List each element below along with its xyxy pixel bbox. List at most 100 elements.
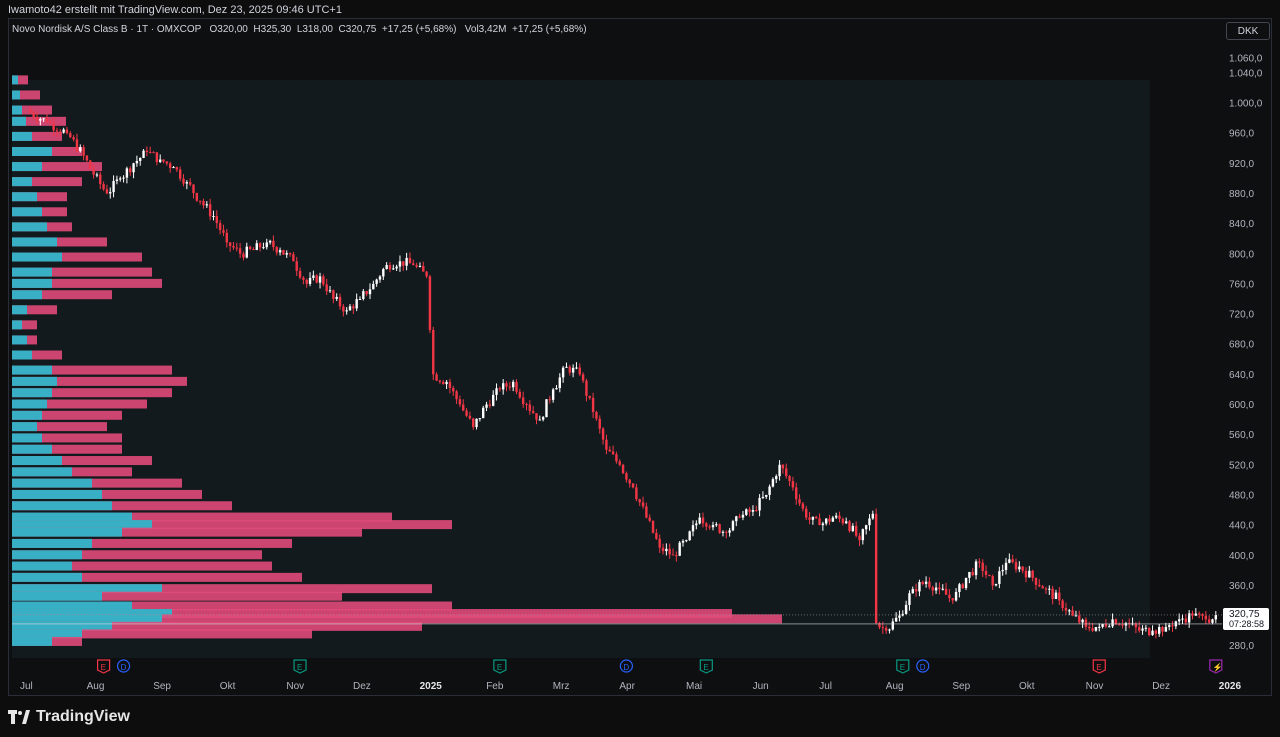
candle-body bbox=[501, 383, 505, 390]
candle-body bbox=[485, 404, 488, 408]
profile-bar-up bbox=[12, 376, 57, 386]
candle-body bbox=[435, 374, 438, 381]
candle-body bbox=[395, 266, 398, 269]
profile-bar-up bbox=[12, 90, 20, 100]
candle-body bbox=[172, 167, 175, 169]
profile-bar-down bbox=[12, 376, 187, 386]
candle-body bbox=[1038, 584, 1041, 587]
earnings-marker bbox=[699, 659, 713, 674]
profile-bar-down bbox=[12, 388, 172, 398]
candle-body bbox=[92, 168, 95, 175]
symbol-name[interactable]: Novo Nordisk A/S Class B · 1T · OMXCOP bbox=[12, 24, 202, 35]
x-axis-tick-label: Jul bbox=[819, 681, 832, 692]
candle-body bbox=[588, 395, 591, 398]
y-axis-tick-label: 760,0 bbox=[1229, 279, 1254, 290]
candle-body bbox=[82, 147, 85, 156]
candle-body bbox=[758, 497, 761, 511]
profile-bar-up bbox=[12, 467, 72, 477]
candle-body bbox=[581, 374, 585, 381]
candle-body bbox=[874, 513, 878, 624]
candle-body bbox=[745, 509, 748, 515]
candle-body bbox=[32, 112, 35, 118]
candle-body bbox=[338, 296, 342, 307]
dividend-marker bbox=[916, 659, 930, 673]
price-tag-countdown: 07:28:58 bbox=[1229, 619, 1264, 629]
profile-bar-down bbox=[12, 572, 302, 582]
candle-body bbox=[1177, 619, 1181, 622]
candle-body bbox=[178, 169, 182, 179]
candle-body bbox=[152, 152, 155, 154]
symbol-legend[interactable]: Novo Nordisk A/S Class B · 1T · OMXCOP O… bbox=[12, 24, 587, 35]
candle-body bbox=[348, 306, 352, 311]
candle-body bbox=[492, 394, 495, 406]
x-axis-tick-label: Jul bbox=[20, 681, 33, 692]
candle-body bbox=[1138, 627, 1141, 631]
candle-body bbox=[615, 454, 618, 462]
candle-body bbox=[475, 418, 478, 428]
candle-body bbox=[695, 523, 698, 526]
candle-body bbox=[805, 508, 808, 518]
candle-body bbox=[665, 548, 668, 552]
candle-body bbox=[382, 269, 385, 277]
y-axis-tick-label: 1.000,0 bbox=[1229, 99, 1263, 110]
y-axis-tick-label: 840,0 bbox=[1229, 219, 1254, 230]
candle-body bbox=[282, 249, 285, 255]
candle-body bbox=[278, 249, 282, 253]
candle-body bbox=[162, 159, 165, 162]
candle-body bbox=[328, 290, 332, 292]
candle-body bbox=[245, 246, 248, 258]
candle-body bbox=[811, 516, 815, 520]
candle-body bbox=[465, 410, 468, 416]
candle-body bbox=[1164, 626, 1168, 632]
candle-body bbox=[1134, 623, 1138, 628]
profile-bar-up bbox=[12, 520, 152, 530]
profile-bar-down bbox=[12, 512, 392, 522]
candle-body bbox=[238, 248, 242, 254]
candle-body bbox=[1078, 615, 1081, 623]
candle-body bbox=[788, 476, 791, 482]
candle-body bbox=[944, 588, 948, 595]
candle-body bbox=[921, 581, 924, 584]
currency-button[interactable]: DKK bbox=[1226, 22, 1270, 40]
candle-body bbox=[561, 367, 565, 378]
candle-body bbox=[228, 242, 232, 246]
candle-body bbox=[415, 265, 418, 267]
candle-body bbox=[472, 418, 475, 428]
candle-body bbox=[1081, 619, 1084, 623]
candle-body bbox=[1074, 615, 1078, 617]
x-axis-tick-label: Okt bbox=[220, 681, 236, 692]
candle-body bbox=[671, 554, 675, 556]
high-label: H bbox=[253, 24, 261, 35]
candle-body bbox=[478, 418, 482, 420]
candle-body bbox=[488, 404, 492, 406]
candle-body bbox=[285, 253, 288, 255]
candle-body bbox=[841, 518, 845, 524]
candle-body bbox=[1071, 610, 1074, 616]
candle-body bbox=[498, 388, 502, 390]
candle-body bbox=[1054, 592, 1058, 599]
candle-body bbox=[119, 178, 122, 180]
profile-bar-up bbox=[12, 422, 37, 432]
low-label: L bbox=[296, 24, 303, 35]
candle-body bbox=[362, 291, 365, 299]
profile-bar-up bbox=[12, 621, 112, 631]
candle-body bbox=[458, 399, 462, 405]
candle-body bbox=[635, 487, 638, 500]
profile-bar-down bbox=[12, 601, 452, 611]
y-axis-tick-label: 880,0 bbox=[1229, 189, 1254, 200]
profile-bar-up bbox=[12, 177, 32, 187]
profile-bar-up bbox=[12, 584, 162, 594]
candle-body bbox=[1091, 628, 1094, 631]
candle-body bbox=[668, 548, 671, 555]
candle-body bbox=[591, 397, 595, 413]
candle-body bbox=[828, 518, 831, 522]
candle-body bbox=[438, 380, 442, 382]
earnings-marker bbox=[96, 659, 111, 674]
profile-bar-down bbox=[12, 422, 107, 432]
profile-bar-up bbox=[12, 75, 18, 85]
candle-body bbox=[531, 411, 535, 414]
candle-body bbox=[888, 629, 891, 631]
candle-body bbox=[854, 525, 858, 536]
x-axis-tick-label: Nov bbox=[286, 681, 304, 692]
